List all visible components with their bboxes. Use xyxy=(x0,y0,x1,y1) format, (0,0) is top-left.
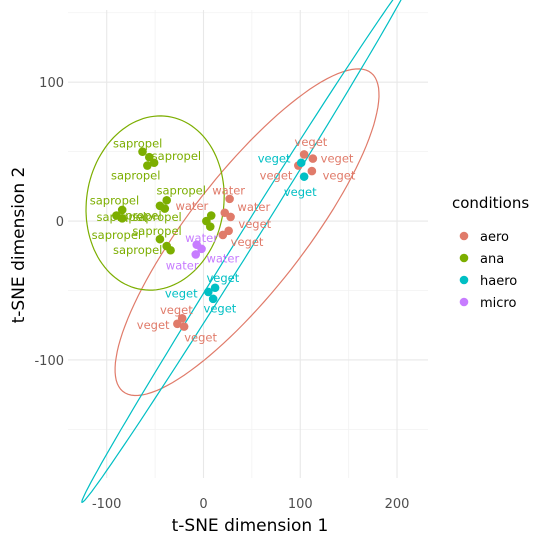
point-label: water xyxy=(166,259,199,273)
point-ana xyxy=(117,214,127,223)
point-haero xyxy=(204,287,213,297)
legend-key-aero xyxy=(459,231,469,241)
legend-label-ana: ana xyxy=(480,252,504,267)
x-tick-label: -100 xyxy=(92,497,122,512)
point-label: veget xyxy=(258,152,291,166)
x-tick-label: 100 xyxy=(288,497,313,512)
legend-title: conditions xyxy=(452,194,529,212)
point-label: sapropel xyxy=(157,184,206,198)
point-label: water xyxy=(185,231,218,245)
legend-label-aero: aero xyxy=(480,230,509,245)
y-tick-label: 0 xyxy=(56,215,64,230)
point-aero xyxy=(299,150,309,159)
point-aero xyxy=(308,154,318,163)
point-haero xyxy=(299,172,309,181)
point-ana xyxy=(205,222,215,231)
group-ellipses xyxy=(81,0,402,503)
point-label: veget xyxy=(295,135,328,149)
point-micro xyxy=(191,250,201,259)
point-ana xyxy=(206,211,216,220)
y-axis-title: t-SNE dimension 2 xyxy=(9,167,29,324)
point-label: sapropel xyxy=(132,210,181,224)
point-label: veget xyxy=(160,303,193,317)
point-label: veget xyxy=(137,318,170,332)
x-tick-label: 0 xyxy=(199,497,207,512)
point-label: veget xyxy=(165,286,198,300)
point-label: veget xyxy=(260,168,293,182)
point-label: sapropel xyxy=(113,243,162,257)
data-points xyxy=(112,147,318,331)
point-label: veget xyxy=(184,331,217,345)
x-axis-ticks: -100 0 100 200 xyxy=(92,497,409,512)
point-label: sapropel xyxy=(92,228,141,242)
legend-key-ana xyxy=(459,253,469,263)
point-label: veget xyxy=(284,185,317,199)
legend: conditions aero ana haero micro xyxy=(452,194,529,311)
point-label: water xyxy=(237,200,270,214)
legend-key-micro xyxy=(459,297,469,307)
legend-key-haero xyxy=(459,275,469,285)
point-label: water xyxy=(212,184,245,198)
point-haero xyxy=(296,158,306,168)
point-label: sapropel xyxy=(111,168,160,182)
point-ana xyxy=(149,158,159,168)
point-aero xyxy=(173,319,182,329)
point-ana xyxy=(144,152,154,162)
point-aero xyxy=(179,322,189,331)
point-label: propel xyxy=(125,209,161,223)
point-label: sapropel xyxy=(132,224,181,238)
point-ana xyxy=(143,161,152,170)
point-aero xyxy=(226,212,235,222)
point-label: sapropel xyxy=(152,149,201,163)
ellipse-aero xyxy=(114,68,380,397)
point-label: veget xyxy=(204,302,237,316)
point-label: veget xyxy=(206,271,239,285)
point-label: water xyxy=(206,252,239,266)
y-tick-label: -100 xyxy=(34,354,64,369)
point-ana xyxy=(160,204,170,213)
point-ana xyxy=(117,205,127,215)
point-label: veget xyxy=(231,235,264,249)
ellipse-ana xyxy=(85,115,225,291)
point-label: veget xyxy=(323,168,356,182)
point-label: sapropel xyxy=(113,136,162,150)
point-haero xyxy=(210,283,220,293)
ellipse-haero xyxy=(81,0,402,503)
point-haero xyxy=(208,294,218,304)
point-label: sapropel xyxy=(97,210,146,224)
point-micro xyxy=(197,244,206,254)
point-ana xyxy=(166,245,175,255)
point-label: sapropel xyxy=(90,193,139,207)
point-aero xyxy=(307,166,317,176)
point-ana xyxy=(138,147,147,156)
point-labels: sapropelsapropelsapropelsapropelsapropel… xyxy=(90,135,356,345)
point-label: veget xyxy=(321,152,354,166)
x-axis-title: t-SNE dimension 1 xyxy=(172,516,329,536)
point-label: veget xyxy=(238,217,271,231)
point-aero xyxy=(177,313,187,323)
point-ana xyxy=(155,234,165,244)
point-ana xyxy=(162,195,172,205)
legend-label-haero: haero xyxy=(480,274,517,289)
x-tick-label: 200 xyxy=(385,497,410,512)
y-axis-ticks: -100 0 100 xyxy=(34,76,64,369)
legend-label-micro: micro xyxy=(480,296,516,311)
point-aero xyxy=(225,194,234,204)
y-tick-label: 100 xyxy=(39,76,64,91)
point-aero xyxy=(218,230,228,240)
point-label: water xyxy=(175,199,208,213)
